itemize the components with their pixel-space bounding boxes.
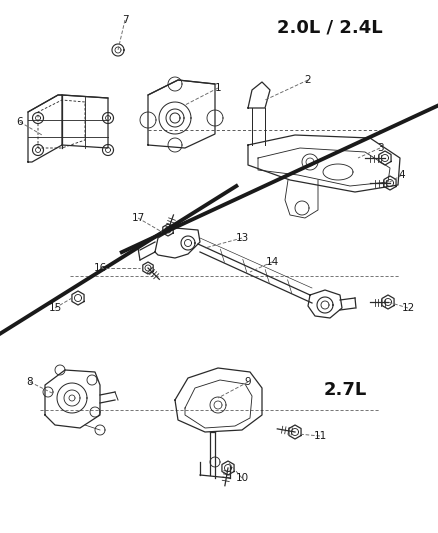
Text: 16: 16 bbox=[93, 263, 106, 273]
Text: 3: 3 bbox=[377, 143, 383, 153]
Text: 4: 4 bbox=[399, 170, 405, 180]
Text: 6: 6 bbox=[17, 117, 23, 127]
Text: 2: 2 bbox=[305, 75, 311, 85]
Text: 12: 12 bbox=[401, 303, 415, 313]
Text: 9: 9 bbox=[245, 377, 251, 387]
Text: 7: 7 bbox=[122, 15, 128, 25]
Text: 13: 13 bbox=[235, 233, 249, 243]
Text: 8: 8 bbox=[27, 377, 33, 387]
Text: 11: 11 bbox=[313, 431, 327, 441]
Text: 1: 1 bbox=[215, 83, 221, 93]
Text: 14: 14 bbox=[265, 257, 279, 267]
Text: 2.7L: 2.7L bbox=[323, 381, 367, 399]
Text: 15: 15 bbox=[48, 303, 62, 313]
Text: 2.0L / 2.4L: 2.0L / 2.4L bbox=[277, 19, 383, 37]
Text: 17: 17 bbox=[131, 213, 145, 223]
Text: 10: 10 bbox=[236, 473, 248, 483]
